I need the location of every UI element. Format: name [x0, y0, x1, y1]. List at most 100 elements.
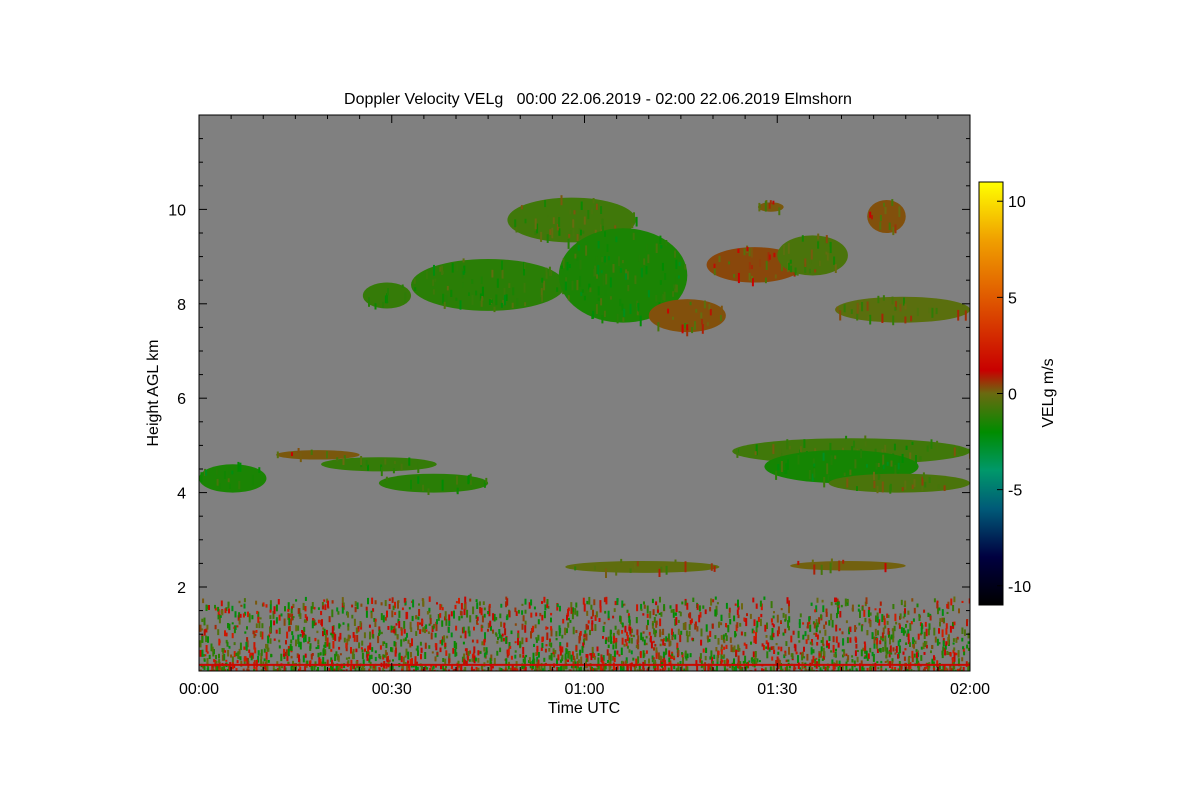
echo-pixel: [471, 658, 474, 662]
echo-pixel: [338, 646, 341, 650]
echo-pixel: [772, 200, 775, 205]
echo-pixel: [499, 613, 502, 619]
echo-pixel: [556, 224, 559, 231]
echo-pixel: [764, 201, 767, 212]
echo-pixel: [759, 259, 761, 267]
echo-pixel: [961, 637, 964, 642]
echo-pixel: [876, 612, 879, 617]
echo-pixel: [804, 631, 807, 637]
echo-pixel: [838, 628, 841, 631]
echo-pixel: [595, 256, 598, 262]
echo-pixel: [481, 625, 484, 628]
echo-pixel: [489, 620, 492, 627]
echo-pixel: [667, 633, 670, 642]
echo-pixel: [886, 659, 889, 663]
echo-pixel: [254, 647, 257, 654]
echo-pixel: [923, 641, 926, 647]
echo-pixel: [755, 603, 758, 609]
echo-pixel: [473, 655, 476, 664]
echo-pixel: [201, 670, 204, 671]
echo-pixel: [570, 602, 573, 608]
echo-pixel: [242, 668, 245, 671]
echo-pixel: [565, 277, 568, 282]
echo-pixel: [835, 597, 838, 602]
echo-pixel: [681, 652, 683, 655]
echo-pixel: [798, 619, 801, 625]
echo-pixel: [751, 659, 754, 662]
echo-pixel: [769, 671, 771, 678]
echo-pixel: [886, 613, 889, 618]
echo-pixel: [645, 266, 648, 275]
echo-pixel: [541, 642, 544, 648]
echo-pixel: [686, 324, 689, 331]
chart-title: Doppler Velocity VELg 00:00 22.06.2019 -…: [344, 91, 852, 108]
echo-pixel: [439, 640, 442, 644]
echo-pixel: [331, 609, 334, 618]
echo-pixel: [469, 598, 472, 602]
echo-pixel: [842, 559, 845, 564]
echo-pixel: [585, 654, 588, 658]
echo-pixel: [286, 655, 289, 662]
echo-pixel: [709, 607, 712, 612]
echo-pixel: [946, 651, 949, 655]
echo-pixel: [394, 628, 397, 636]
echo-pixel: [428, 596, 431, 602]
echo-pixel: [199, 650, 202, 657]
echo-pixel: [495, 294, 498, 306]
echo-pixel: [637, 643, 640, 650]
echo-pixel: [884, 661, 887, 663]
echo-pixel: [673, 656, 676, 661]
echo-pixel: [351, 614, 354, 619]
echo-pixel: [869, 314, 872, 325]
echo-pixel: [384, 616, 387, 621]
echo-pixel: [298, 668, 300, 671]
echo-pixel: [589, 287, 592, 293]
echo-pixel: [587, 620, 590, 624]
echo-pixel: [354, 601, 357, 607]
echo-pixel: [717, 638, 720, 645]
echo-pixel: [358, 642, 361, 649]
echo-pixel: [754, 451, 757, 456]
echo-pixel: [807, 670, 810, 671]
echo-pixel: [726, 659, 729, 667]
echo-pixel: [214, 604, 216, 609]
echo-pixel: [610, 636, 613, 644]
echo-pixel: [767, 252, 770, 262]
echo-pixel: [637, 656, 640, 664]
echo-pixel: [471, 481, 474, 489]
echo-pixel: [784, 619, 787, 622]
echo-pixel: [775, 470, 778, 480]
echo-pixel: [380, 613, 383, 621]
echo-pixel: [655, 630, 657, 634]
echo-pixel: [703, 663, 706, 670]
echo-pixel: [307, 641, 310, 644]
echo-pixel: [366, 654, 369, 661]
echo-pixel: [680, 630, 683, 635]
echo-pixel: [952, 638, 955, 642]
echo-pixel: [628, 637, 631, 644]
echo-pixel: [772, 615, 775, 619]
echo-pixel: [219, 615, 222, 618]
echo-pixel: [643, 601, 645, 605]
echo-pixel: [772, 632, 775, 638]
echo-pixel: [588, 596, 591, 605]
echo-pixel: [947, 601, 950, 610]
echo-pixel: [715, 605, 718, 611]
echo-pixel: [787, 459, 789, 470]
echo-pixel: [426, 611, 429, 615]
echo-pixel: [465, 671, 467, 675]
echo-pixel: [223, 471, 226, 479]
echo-pixel: [459, 300, 462, 310]
echo-pixel: [455, 297, 458, 301]
echo-pixel: [904, 662, 907, 671]
echo-pixel: [417, 476, 420, 484]
echo-pixel: [505, 615, 508, 621]
echo-pixel: [490, 654, 493, 661]
echo-pixel: [711, 623, 714, 629]
echo-pixel: [813, 564, 816, 575]
echo-pixel: [292, 660, 294, 665]
echo-pixel: [308, 636, 311, 643]
echo-pixel: [682, 657, 684, 665]
echo-pixel: [555, 631, 558, 637]
echo-pixel: [659, 280, 662, 285]
